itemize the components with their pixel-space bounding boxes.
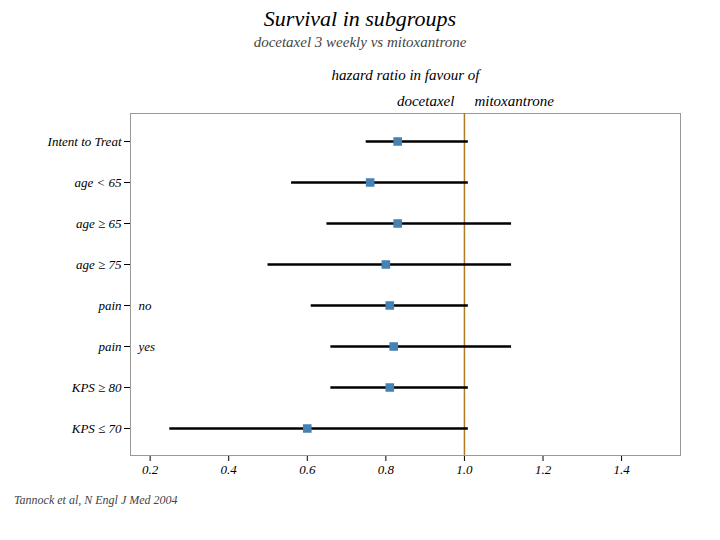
svg-text:1.0: 1.0 [456, 462, 473, 477]
svg-text:0.6: 0.6 [299, 462, 316, 477]
svg-text:0.8: 0.8 [378, 462, 395, 477]
svg-text:1.2: 1.2 [535, 462, 552, 477]
svg-text:docetaxel: docetaxel [397, 93, 454, 109]
html-text:Tannock et al, N Engl J Med 20: Tannock et al, N Engl J Med 2004 [14, 493, 178, 507]
html-text:Survival in subgroups: Survival in subgroups [263, 6, 457, 31]
svg-text:age < 65: age < 65 [74, 175, 122, 190]
svg-text:age ≥ 75: age ≥ 75 [76, 257, 122, 272]
svg-text:age ≥ 65: age ≥ 65 [76, 216, 122, 231]
svg-text:0.4: 0.4 [221, 462, 238, 477]
svg-text:pain: pain [97, 298, 121, 313]
svg-text:KPS ≥ 80: KPS ≥ 80 [71, 380, 122, 395]
svg-text:mitoxantrone: mitoxantrone [474, 93, 554, 109]
svg-text:no: no [139, 298, 153, 313]
svg-text:hazard ratio in favour of: hazard ratio in favour of [332, 67, 482, 83]
svg-text:0.2: 0.2 [142, 462, 159, 477]
svg-text:pain: pain [97, 339, 121, 354]
svg-text:yes: yes [137, 339, 156, 354]
svg-text:KPS ≤ 70: KPS ≤ 70 [71, 421, 122, 436]
svg-text:Intent to Treat: Intent to Treat [47, 134, 122, 149]
svg-text:1.4: 1.4 [613, 462, 630, 477]
html-text:docetaxel 3 weekly vs mitoxant: docetaxel 3 weekly vs mitoxantrone [253, 34, 467, 50]
